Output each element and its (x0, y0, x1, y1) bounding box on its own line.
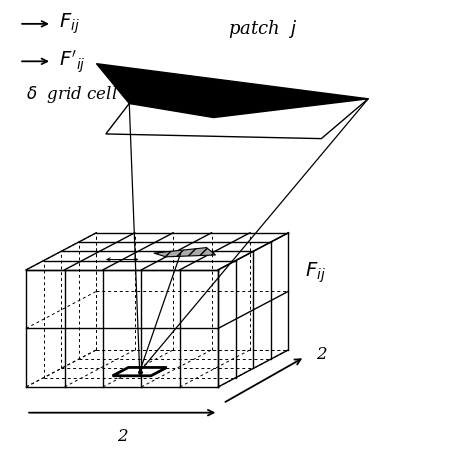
Polygon shape (154, 247, 216, 257)
Text: 2: 2 (317, 346, 327, 363)
Polygon shape (112, 367, 167, 376)
Text: $F_{ij}$: $F_{ij}$ (305, 260, 326, 284)
Polygon shape (97, 64, 368, 118)
Text: patch  $j$: patch $j$ (228, 18, 297, 39)
Text: $F'_{ij}$: $F'_{ij}$ (59, 48, 86, 74)
Polygon shape (106, 99, 368, 138)
Text: $F_{ij}$: $F_{ij}$ (59, 11, 80, 36)
Text: $\delta$  grid cell: $\delta$ grid cell (26, 83, 118, 105)
Text: 2: 2 (117, 428, 128, 445)
